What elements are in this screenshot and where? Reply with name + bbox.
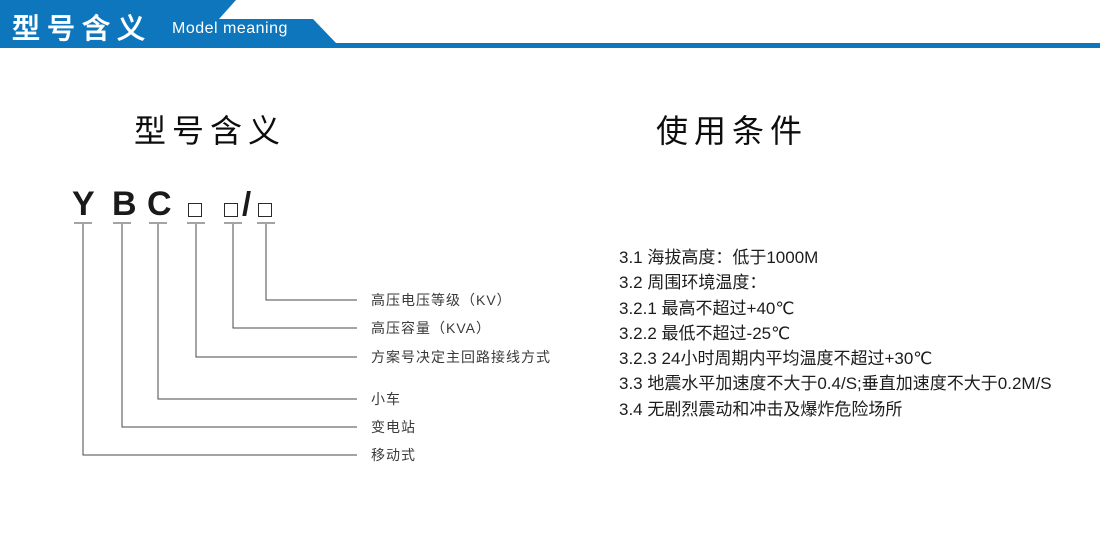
- connector-box1: [195, 224, 357, 358]
- placeholder-box-icon: [188, 203, 202, 217]
- diagram-label-substation: 变电站: [371, 419, 416, 435]
- diagram-label-scheme: 方案号决定主回路接线方式: [371, 349, 551, 365]
- condition-item: 3.2.1 最高不超过+40℃: [619, 298, 795, 318]
- connector-C: [157, 224, 357, 400]
- condition-item: 3.1 海拔高度：低于1000M: [619, 248, 819, 267]
- placeholder-box-icon: [224, 203, 238, 217]
- condition-item: 3.2 周围环境温度：: [619, 273, 767, 293]
- placeholder-box-icon: [258, 203, 272, 217]
- connector-B: [121, 224, 357, 428]
- condition-item: 3.4 无剧烈震动和冲击及爆炸危险场所: [619, 399, 903, 419]
- code-letter-Y: Y: [72, 185, 95, 223]
- condition-item: 3.2.3 24小时周期内平均温度不超过+30℃: [619, 349, 933, 369]
- condition-item: 3.3 地震水平加速度不大于0.4/S;垂直加速度不大于0.2M/S: [619, 374, 1052, 394]
- diagram-label-mobile: 移动式: [371, 447, 416, 463]
- banner-ribbon-shape: [0, 0, 1100, 48]
- connector-Y: [82, 224, 357, 456]
- diagram-label-trolley: 小车: [371, 391, 401, 407]
- connector-box3: [265, 224, 357, 301]
- conditions-list: 3.1 海拔高度：低于1000M 3.2 周围环境温度： 3.2.1 最高不超过…: [619, 245, 1094, 422]
- condition-item: 3.2.2 最低不超过-25℃: [619, 323, 791, 343]
- conditions-section-heading: 使用条件: [656, 113, 809, 149]
- code-letter-B: B: [112, 185, 137, 223]
- diagram-label-hv-voltage: 高压电压等级（KV）: [371, 292, 512, 308]
- diagram-label-hv-capacity: 高压容量（KVA）: [371, 320, 491, 336]
- code-separator-slash: /: [242, 185, 252, 222]
- code-letter-C: C: [147, 185, 172, 223]
- model-section-heading: 型号含义: [134, 113, 287, 149]
- header-banner: [0, 0, 1100, 48]
- banner-title-zh: 型号含义: [12, 13, 153, 44]
- connector-box2: [232, 224, 357, 329]
- banner-title-en: Model meaning: [172, 20, 288, 37]
